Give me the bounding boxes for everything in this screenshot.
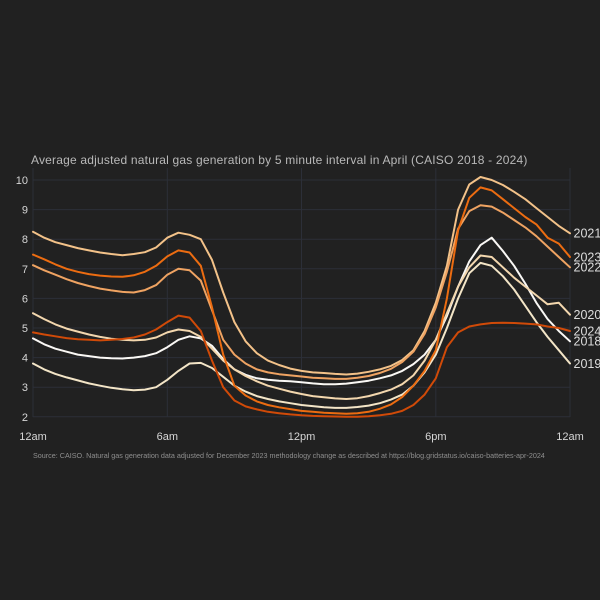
x-tick-label: 12am: [556, 431, 584, 443]
x-tick-label: 12pm: [288, 431, 316, 443]
year-label-2021: 2021: [574, 227, 600, 241]
x-tick-label: 6pm: [425, 431, 446, 443]
year-label-2020: 2020: [574, 308, 600, 322]
year-label-2022: 2022: [574, 261, 600, 275]
x-tick-label: 12am: [19, 431, 47, 443]
year-label-2023: 2023: [574, 250, 600, 264]
series-line-2018[interactable]: [32, 236, 571, 386]
source-note: Source: CAISO. Natural gas generation da…: [33, 451, 545, 460]
year-label-2024: 2024: [574, 324, 600, 338]
series-line-2024[interactable]: [32, 314, 571, 418]
year-label-2019: 2019: [574, 357, 600, 371]
y-tick-label: 2: [22, 412, 28, 424]
y-tick-label: 7: [22, 264, 28, 276]
series-line-2022[interactable]: [32, 204, 571, 380]
y-tick-label: 3: [22, 382, 28, 394]
y-tick-label: 8: [22, 234, 28, 246]
chart-title: Average adjusted natural gas generation …: [31, 153, 528, 167]
series-line-2023[interactable]: [32, 186, 571, 415]
y-tick-label: 4: [22, 353, 28, 365]
year-label-2018: 2018: [574, 335, 600, 349]
y-tick-label: 9: [22, 205, 28, 217]
series-line-2019[interactable]: [32, 261, 571, 409]
x-tick-label: 6am: [157, 431, 178, 443]
y-tick-label: 10: [16, 175, 28, 187]
series-line-2021[interactable]: [32, 176, 571, 376]
y-tick-label: 6: [22, 293, 28, 305]
y-tick-label: 5: [22, 323, 28, 335]
